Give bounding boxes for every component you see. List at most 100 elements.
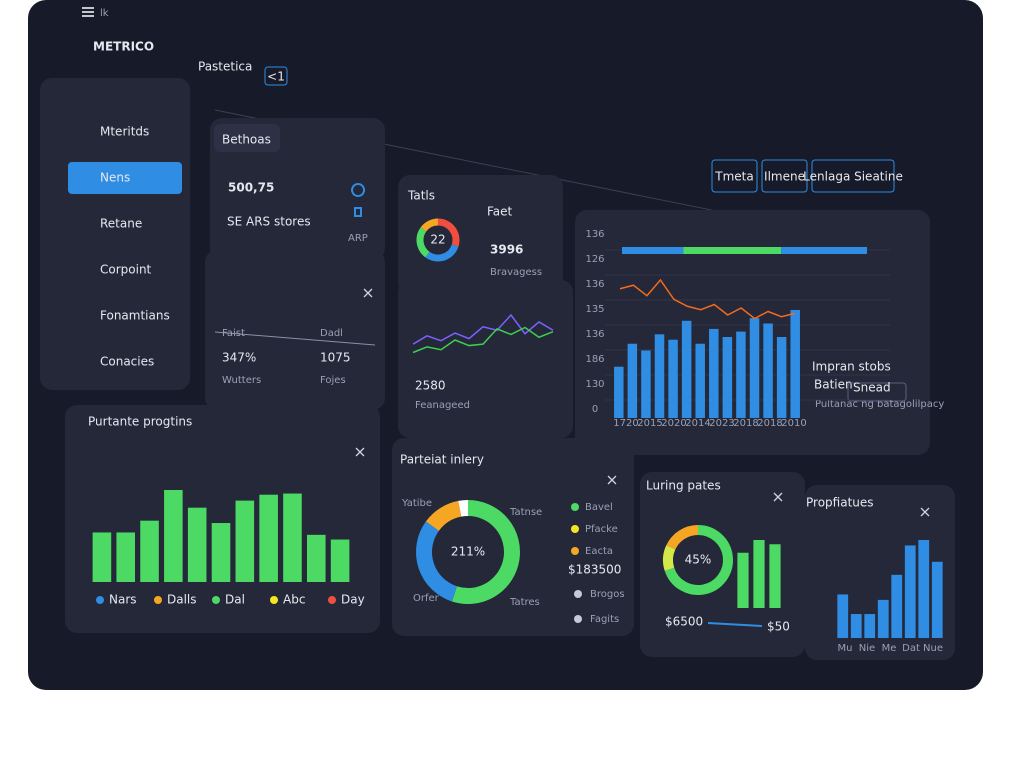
stat-rule — [214, 331, 376, 346]
x-tick-label: 2014 — [685, 418, 710, 429]
bar — [837, 594, 849, 638]
donut-segment — [451, 500, 520, 604]
label: 2580 — [415, 379, 446, 393]
label: 45% — [685, 553, 712, 567]
bar — [681, 320, 692, 418]
label: Faist — [222, 328, 245, 339]
label: Batien — [814, 378, 853, 392]
sidebar-item[interactable]: Fonamtians — [100, 309, 170, 323]
label: Propfiatues — [806, 496, 874, 510]
bar — [850, 614, 862, 638]
legend-dot — [96, 596, 104, 604]
sidebar-item[interactable]: Retane — [100, 217, 142, 231]
label: Purtante progtins — [88, 415, 192, 429]
y-tick-label: 126 — [585, 254, 604, 265]
x-tick-label: 2015 — [637, 418, 662, 429]
sidebar-item[interactable]: Corpoint — [100, 263, 152, 277]
label: SE ARS stores — [227, 215, 311, 229]
bar — [737, 552, 749, 608]
bar — [722, 337, 733, 418]
bar — [235, 500, 255, 582]
donut-segment — [425, 244, 459, 262]
card — [398, 280, 573, 438]
donut-segment — [437, 218, 460, 247]
donut-segment — [664, 525, 733, 595]
label: Dadl — [320, 328, 343, 339]
bar — [92, 532, 112, 582]
bulb-icon — [351, 183, 366, 217]
bar — [211, 523, 231, 582]
donut-segment — [663, 545, 676, 571]
label: $183500 — [568, 563, 621, 577]
bar — [891, 574, 903, 638]
button-label[interactable]: Tmeta — [714, 170, 753, 184]
card-tab — [214, 124, 280, 152]
bar — [654, 334, 665, 418]
label: Snead — [853, 381, 891, 395]
close-icon[interactable] — [607, 475, 617, 485]
input[interactable] — [847, 382, 907, 402]
donut-segment — [416, 521, 458, 602]
legend-label: Abc — [283, 593, 305, 607]
x-tick-label: Nie — [859, 643, 875, 654]
legend-label: Eacta — [585, 546, 613, 557]
menu-icon[interactable] — [82, 7, 94, 17]
slice-label: Tatres — [509, 597, 540, 608]
x-tick-label: Nue — [923, 643, 943, 654]
line — [619, 278, 796, 320]
bar — [627, 343, 638, 418]
close-icon[interactable] — [920, 507, 930, 517]
bar — [668, 339, 678, 418]
badge[interactable] — [264, 66, 288, 86]
legend-label: Dalls — [167, 593, 197, 607]
bar — [749, 318, 760, 418]
bar — [776, 337, 787, 418]
close-icon[interactable] — [355, 447, 365, 457]
label: Luring pates — [646, 479, 721, 493]
button[interactable] — [811, 159, 895, 193]
legend-dot — [212, 596, 220, 604]
y-tick-label: 0 — [592, 404, 598, 415]
y-tick-label: 186 — [585, 354, 604, 365]
label: ARP — [348, 233, 368, 244]
progress-segment — [781, 247, 867, 254]
label: Tatls — [407, 189, 435, 203]
card — [40, 78, 190, 390]
donut-segment — [420, 218, 439, 232]
label: $6500 — [665, 615, 703, 629]
card — [640, 472, 805, 657]
bar — [283, 493, 302, 582]
label: Fagits — [590, 614, 619, 625]
x-tick-label: Me — [882, 643, 897, 654]
bar — [306, 534, 326, 582]
button[interactable] — [711, 159, 758, 193]
close-icon[interactable] — [363, 288, 373, 298]
label: 3996 — [490, 243, 523, 257]
button-label[interactable]: Lenlaga Sieatine — [803, 170, 903, 184]
close-icon[interactable] — [773, 492, 783, 502]
sidebar-item[interactable]: Mteritds — [100, 125, 149, 139]
label: 1075 — [320, 351, 351, 365]
donut-segment — [458, 500, 469, 517]
legend-dot — [571, 525, 579, 533]
card — [398, 175, 563, 295]
sidebar-item[interactable]: Conacies — [100, 355, 154, 369]
button[interactable] — [761, 159, 808, 193]
x-tick-label: 1720 — [613, 418, 638, 429]
label: 211% — [451, 545, 485, 559]
slice-label: Yatibe — [401, 498, 432, 509]
bar — [904, 545, 916, 638]
x-tick-label: Mu — [838, 643, 853, 654]
button-label[interactable]: Ilmene — [764, 170, 805, 184]
donut-segment — [425, 500, 462, 532]
label: $50 — [767, 620, 790, 634]
sidebar-item[interactable]: Nens — [100, 171, 130, 185]
legend-dot — [571, 503, 579, 511]
x-tick-label: 2023 — [709, 418, 734, 429]
line — [412, 313, 554, 345]
active-item[interactable] — [68, 162, 182, 194]
progress-segment — [683, 247, 782, 254]
rate-line — [707, 622, 763, 627]
label: Pastetica — [198, 60, 252, 74]
